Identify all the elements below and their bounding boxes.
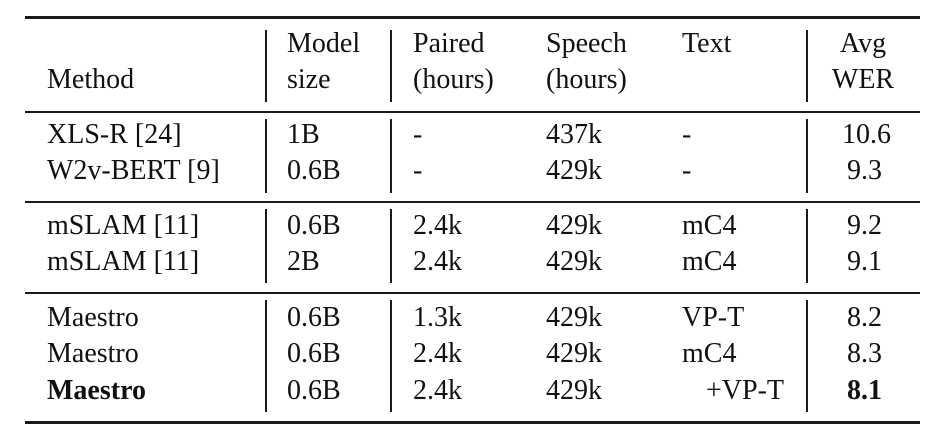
cell-text: mC4 xyxy=(682,338,737,369)
group-rule-2 xyxy=(25,292,920,294)
col-divider-1 xyxy=(265,119,267,193)
cell-paired: 1.3k xyxy=(413,302,462,333)
col-divider-3 xyxy=(806,209,808,283)
cell-speech: 429k xyxy=(546,302,602,333)
cell-method: Maestro xyxy=(47,302,139,333)
header-method: Method xyxy=(47,64,135,95)
cell-model-size: 0.6B xyxy=(287,338,341,369)
col-divider-3 xyxy=(806,119,808,193)
group-rule-1 xyxy=(25,201,920,203)
header-rule xyxy=(25,111,920,113)
cell-text: mC4 xyxy=(682,246,737,277)
cell-speech: 429k xyxy=(546,375,602,406)
col-divider-1 xyxy=(265,300,267,412)
col-divider-1 xyxy=(265,30,267,102)
cell-wer: 8.1 xyxy=(847,375,882,406)
cell-method: W2v-BERT [9] xyxy=(47,155,220,186)
cell-model-size: 0.6B xyxy=(287,302,341,333)
cell-wer: 8.3 xyxy=(847,338,882,369)
col-divider-2 xyxy=(390,209,392,283)
cell-wer: 8.2 xyxy=(847,302,882,333)
top-rule xyxy=(25,16,920,19)
header-speech-line1: Speech xyxy=(546,28,627,59)
cell-method: XLS-R [24] xyxy=(47,119,182,150)
bottom-rule xyxy=(25,421,920,424)
col-divider-2 xyxy=(390,30,392,102)
header-model-size-line1: Model xyxy=(287,28,361,59)
cell-paired: 2.4k xyxy=(413,210,462,241)
cell-speech: 437k xyxy=(546,119,602,150)
col-divider-3 xyxy=(806,30,808,102)
header-speech-line2: (hours) xyxy=(546,64,627,95)
cell-paired: - xyxy=(413,119,423,150)
header-paired-line1: Paired xyxy=(413,28,485,59)
cell-wer: 9.2 xyxy=(847,210,882,241)
cell-speech: 429k xyxy=(546,338,602,369)
cell-text: VP-T xyxy=(682,302,745,333)
col-divider-2 xyxy=(390,300,392,412)
cell-speech: 429k xyxy=(546,246,602,277)
cell-speech: 429k xyxy=(546,155,602,186)
cell-method: mSLAM [11] xyxy=(47,246,200,277)
cell-model-size: 0.6B xyxy=(287,155,341,186)
col-divider-1 xyxy=(265,209,267,283)
cell-paired: 2.4k xyxy=(413,246,462,277)
col-divider-2 xyxy=(390,119,392,193)
cell-speech: 429k xyxy=(546,210,602,241)
cell-model-size: 2B xyxy=(287,246,320,277)
cell-paired: 2.4k xyxy=(413,375,462,406)
cell-paired: 2.4k xyxy=(413,338,462,369)
cell-method: Maestro xyxy=(47,338,139,369)
cell-model-size: 1B xyxy=(287,119,320,150)
cell-paired: - xyxy=(413,155,423,186)
col-divider-3 xyxy=(806,300,808,412)
header-paired-line2: (hours) xyxy=(413,64,494,95)
cell-wer: 9.1 xyxy=(847,246,882,277)
cell-text: mC4 xyxy=(682,210,737,241)
header-text: Text xyxy=(682,28,732,59)
cell-method: Maestro xyxy=(47,375,146,406)
cell-model-size: 0.6B xyxy=(287,375,341,406)
header-model-size-line2: size xyxy=(287,64,331,95)
cell-text: - xyxy=(682,155,692,186)
cell-text: - xyxy=(682,119,692,150)
header-avg-wer-line2: WER xyxy=(831,64,895,95)
header-avg-wer-line1: Avg xyxy=(839,28,887,59)
cell-method: mSLAM [11] xyxy=(47,210,200,241)
cell-model-size: 0.6B xyxy=(287,210,341,241)
cell-wer: 10.6 xyxy=(842,119,891,150)
cell-text: +VP-T xyxy=(705,375,784,406)
cell-wer: 9.3 xyxy=(847,155,882,186)
